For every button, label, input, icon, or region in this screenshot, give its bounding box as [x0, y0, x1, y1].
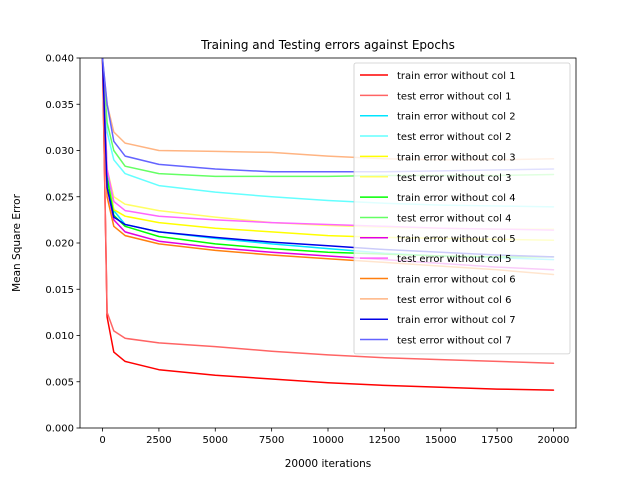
legend: train error without col 1 test error with… [353, 62, 571, 355]
legend-label-7: train error without col 4 [397, 193, 516, 204]
legend-label-14: test error without col 7 [397, 336, 511, 347]
legend-label-4: test error without col 2 [397, 132, 511, 143]
y-tick-label: 0.025 [45, 192, 74, 203]
x-tick-label: 17500 [481, 435, 513, 446]
y-tick-label: 0.020 [45, 239, 74, 250]
y-tick-label: 0.005 [45, 377, 74, 388]
y-axis-title: Mean Square Error [11, 193, 23, 292]
legend-label-8: test error without col 4 [397, 213, 511, 224]
legend-label-5: train error without col 3 [397, 152, 516, 163]
legend-label-10: test error without col 5 [397, 254, 511, 265]
chart-title: Training and Testing errors against Epoc… [200, 38, 455, 52]
x-axis-title: 20000 iterations [285, 458, 372, 470]
x-tick-label: 12500 [368, 435, 400, 446]
y-tick-label: 0.030 [45, 146, 74, 157]
y-tick-label: 0.015 [45, 285, 74, 296]
y-tick-label: 0.040 [45, 54, 74, 65]
legend-label-11: train error without col 6 [397, 275, 516, 286]
x-tick-label: 20000 [538, 435, 570, 446]
legend-label-1: train error without col 1 [397, 71, 516, 82]
y-tick-label: 0.035 [45, 100, 74, 111]
y-tick-label: 0.010 [45, 331, 74, 342]
x-tick-label: 2500 [146, 435, 171, 446]
series-line-1 [101, 58, 555, 391]
x-tick-label: 15000 [425, 435, 457, 446]
legend-label-3: train error without col 2 [397, 112, 516, 123]
x-tick-label: 0 [99, 435, 105, 446]
legend-label-6: test error without col 3 [397, 173, 511, 184]
legend-label-13: train error without col 7 [397, 315, 516, 326]
x-tick-label: 10000 [312, 435, 344, 446]
legend-label-12: test error without col 6 [397, 295, 511, 306]
series-line-2 [101, 58, 555, 365]
x-tick-label: 7500 [259, 435, 284, 446]
legend-box [353, 62, 571, 355]
legend-label-9: train error without col 5 [397, 234, 516, 245]
y-tick-label: 0.000 [45, 424, 74, 435]
x-tick-label: 5000 [203, 435, 228, 446]
legend-label-2: test error without col 1 [397, 91, 511, 102]
axes-layer: 0 2500 5000 7500 10000 12500 15000 17500 20000 0.… [45, 54, 577, 446]
